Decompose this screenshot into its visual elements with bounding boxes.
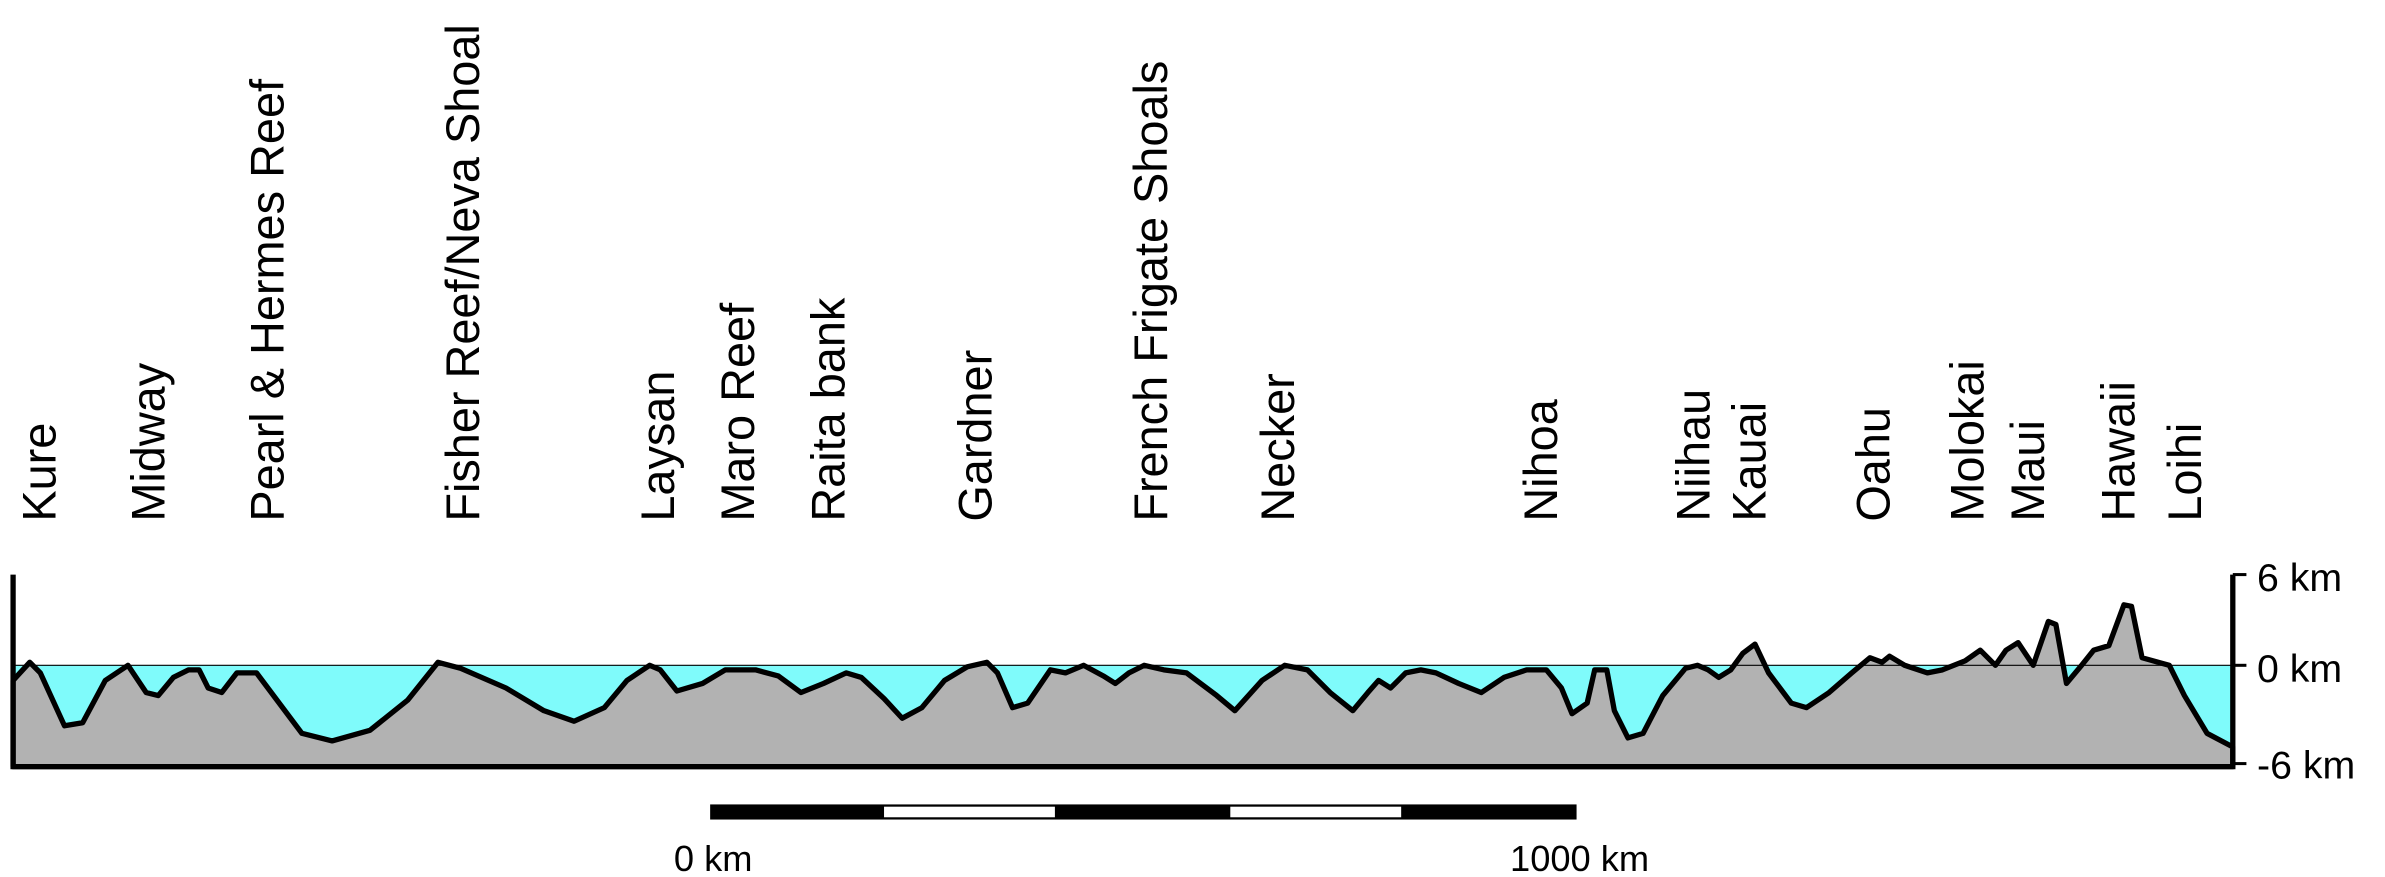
place-label: Laysan (632, 371, 684, 522)
place-label: Pearl & Hermes Reef (242, 78, 294, 522)
place-label: Gardner (949, 350, 1001, 522)
place-label: Kure (13, 423, 65, 522)
scale-bar (710, 804, 1577, 820)
place-label: Maro Reef (712, 302, 764, 522)
scale-label: 1000 km (1510, 838, 1649, 877)
scale-label: 0 km (674, 838, 753, 877)
place-label: Necker (1252, 373, 1304, 521)
place-label: French Frigate Shoals (1125, 61, 1177, 522)
axis-ticks (2232, 573, 2247, 766)
scale-bar-segment (1230, 806, 1402, 818)
place-label: Maui (2002, 420, 2054, 522)
place-label: Nihoa (1515, 398, 1567, 521)
place-label: Raita bank (803, 297, 855, 522)
depth-label: 0 km (2257, 647, 2342, 691)
place-label: Oahu (1848, 407, 1900, 522)
place-label: Molokai (1941, 360, 1993, 521)
place-label: Kauai (1724, 402, 1776, 522)
depth-label: 6 km (2257, 556, 2342, 600)
place-label: Midway (122, 362, 174, 521)
frame (10, 574, 2236, 770)
place-label: Niihau (1668, 389, 1720, 522)
place-label: Fisher Reef/Neva Shoal (437, 24, 489, 521)
seafloor-profile (10, 602, 2236, 770)
scale-bar-segment (884, 806, 1055, 818)
place-label: Loihi (2159, 423, 2211, 522)
place-label: Hawaii (2093, 381, 2145, 522)
depth-label: -6 km (2257, 744, 2355, 788)
